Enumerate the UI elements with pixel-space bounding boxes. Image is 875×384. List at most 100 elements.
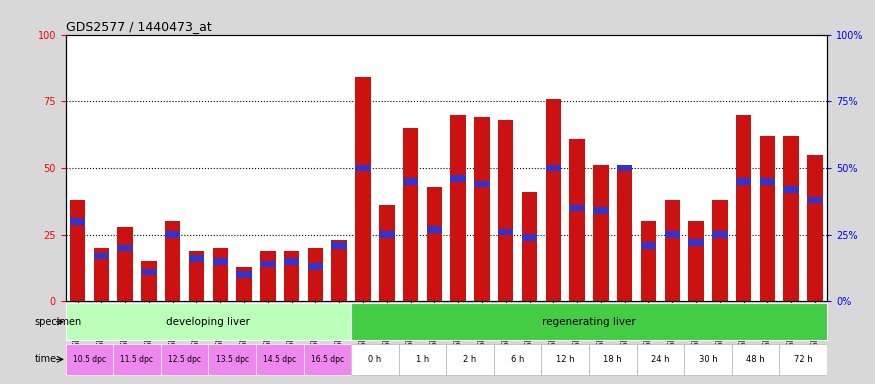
Bar bbox=[117, 245, 133, 251]
Bar bbox=[617, 165, 633, 301]
Bar bbox=[522, 192, 537, 301]
Bar bbox=[141, 261, 157, 301]
Text: specimen: specimen bbox=[35, 317, 82, 327]
Bar bbox=[689, 239, 704, 246]
Bar bbox=[451, 175, 466, 182]
Bar bbox=[451, 114, 466, 301]
Bar bbox=[141, 268, 157, 275]
Bar bbox=[256, 344, 304, 375]
Text: 2 h: 2 h bbox=[464, 355, 477, 364]
Bar bbox=[208, 344, 256, 375]
Bar bbox=[617, 164, 633, 171]
Bar bbox=[546, 164, 561, 171]
Bar bbox=[332, 240, 346, 301]
Text: time: time bbox=[35, 354, 57, 364]
Text: 48 h: 48 h bbox=[746, 355, 765, 364]
Text: 30 h: 30 h bbox=[698, 355, 717, 364]
Bar bbox=[493, 344, 542, 375]
Bar bbox=[474, 180, 490, 187]
Bar bbox=[446, 344, 493, 375]
Bar bbox=[236, 266, 252, 301]
Bar bbox=[117, 227, 133, 301]
Bar bbox=[94, 253, 109, 259]
Bar bbox=[736, 114, 752, 301]
Text: 12.5 dpc: 12.5 dpc bbox=[168, 355, 201, 364]
Bar bbox=[712, 200, 727, 301]
Bar bbox=[783, 186, 799, 192]
Bar bbox=[640, 242, 656, 248]
Bar bbox=[808, 154, 822, 301]
Bar bbox=[70, 218, 85, 225]
Bar bbox=[260, 260, 276, 267]
Text: 6 h: 6 h bbox=[511, 355, 524, 364]
Bar bbox=[498, 228, 514, 235]
Bar bbox=[783, 136, 799, 301]
Bar bbox=[640, 221, 656, 301]
Bar bbox=[213, 248, 228, 301]
Bar bbox=[522, 234, 537, 240]
Text: 18 h: 18 h bbox=[604, 355, 622, 364]
Bar bbox=[284, 258, 299, 265]
Bar bbox=[189, 250, 204, 301]
Bar bbox=[593, 207, 609, 214]
Bar bbox=[474, 117, 490, 301]
Text: 13.5 dpc: 13.5 dpc bbox=[215, 355, 248, 364]
Bar bbox=[570, 139, 584, 301]
Bar bbox=[736, 178, 752, 185]
Bar bbox=[402, 178, 418, 185]
Bar bbox=[546, 99, 561, 301]
Bar bbox=[94, 248, 109, 301]
Bar bbox=[664, 200, 680, 301]
Text: 10.5 dpc: 10.5 dpc bbox=[73, 355, 106, 364]
Bar bbox=[113, 344, 161, 375]
Bar bbox=[355, 164, 371, 171]
Bar bbox=[70, 200, 85, 301]
Bar bbox=[402, 128, 418, 301]
Bar bbox=[379, 205, 395, 301]
Bar bbox=[379, 231, 395, 238]
Bar bbox=[593, 165, 609, 301]
Bar bbox=[332, 242, 346, 248]
Bar bbox=[780, 344, 827, 375]
Bar bbox=[542, 344, 589, 375]
Bar bbox=[689, 221, 704, 301]
Text: GDS2577 / 1440473_at: GDS2577 / 1440473_at bbox=[66, 20, 212, 33]
Text: 14.5 dpc: 14.5 dpc bbox=[263, 355, 297, 364]
Bar bbox=[165, 231, 180, 238]
Bar bbox=[236, 271, 252, 278]
Text: 12 h: 12 h bbox=[556, 355, 575, 364]
Bar bbox=[66, 303, 351, 340]
Bar bbox=[189, 255, 204, 262]
Bar bbox=[589, 344, 637, 375]
Bar bbox=[351, 303, 827, 340]
Bar bbox=[732, 344, 780, 375]
Bar bbox=[808, 197, 822, 203]
Text: 16.5 dpc: 16.5 dpc bbox=[311, 355, 344, 364]
Bar bbox=[355, 77, 371, 301]
Bar bbox=[760, 178, 775, 185]
Bar bbox=[308, 263, 323, 270]
Bar bbox=[399, 344, 446, 375]
Bar bbox=[351, 344, 399, 375]
Bar bbox=[304, 344, 351, 375]
Bar bbox=[66, 344, 113, 375]
Bar bbox=[161, 344, 208, 375]
Text: developing liver: developing liver bbox=[166, 317, 250, 327]
Text: 24 h: 24 h bbox=[651, 355, 669, 364]
Bar bbox=[260, 250, 276, 301]
Bar bbox=[498, 120, 514, 301]
Text: 72 h: 72 h bbox=[794, 355, 812, 364]
Text: 1 h: 1 h bbox=[416, 355, 429, 364]
Text: 11.5 dpc: 11.5 dpc bbox=[121, 355, 153, 364]
Bar bbox=[712, 231, 727, 238]
Bar bbox=[308, 248, 323, 301]
Text: regenerating liver: regenerating liver bbox=[542, 317, 636, 327]
Text: 0 h: 0 h bbox=[368, 355, 382, 364]
Bar bbox=[570, 205, 584, 211]
Bar bbox=[284, 250, 299, 301]
Bar bbox=[760, 136, 775, 301]
Bar bbox=[213, 258, 228, 265]
Bar bbox=[165, 221, 180, 301]
Bar bbox=[427, 187, 442, 301]
Bar bbox=[684, 344, 732, 375]
